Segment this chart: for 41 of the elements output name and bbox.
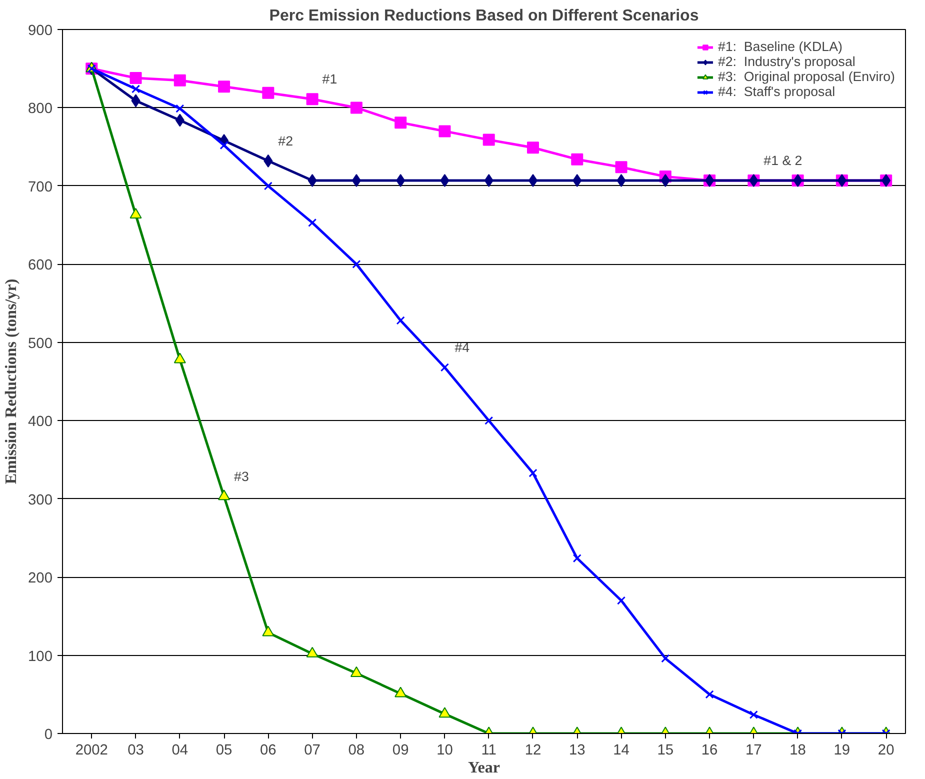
x-tick-label: 17 — [746, 742, 762, 758]
y-tick-label: 0 — [44, 727, 53, 743]
x-tick-label: 12 — [524, 742, 542, 758]
y-tick-label: 900 — [28, 23, 53, 39]
x-axis-title: Year — [468, 760, 500, 776]
x-tick-label: 15 — [657, 742, 674, 758]
x-tick-label: 10 — [436, 742, 453, 758]
x-tick-label: 20 — [878, 742, 894, 758]
x-tick-label: 11 — [481, 742, 496, 758]
x-tick-label: 2002 — [75, 742, 108, 758]
annotation: #4 — [454, 340, 470, 355]
y-tick-label: 300 — [28, 492, 53, 508]
annotation: #1 & 2 — [764, 152, 802, 168]
legend-label: #2: Industry's proposal — [718, 54, 856, 69]
chart-title: Perc Emission Reductions Based on Different Scenarios — [269, 8, 699, 24]
x-tick-label: 06 — [260, 742, 276, 758]
y-tick-label: 600 — [28, 258, 53, 274]
x-tick-label: 08 — [348, 742, 365, 758]
x-tick-label: 05 — [216, 742, 232, 758]
y-tick-label: 100 — [28, 648, 53, 665]
x-tick-label: 04 — [172, 742, 188, 758]
x-tick-label: 09 — [392, 742, 409, 758]
y-tick-label: 800 — [28, 101, 53, 118]
x-tick-label: 13 — [568, 742, 586, 758]
x-tick-label: 14 — [613, 742, 630, 758]
y-tick-label: 400 — [28, 414, 53, 430]
y-tick-label: 500 — [28, 336, 53, 352]
y-tick-label: 200 — [28, 570, 53, 587]
annotation: #1 — [322, 72, 338, 87]
annotation: #2 — [278, 133, 293, 148]
x-tick-label: 19 — [834, 742, 850, 758]
x-tick-label: 16 — [701, 742, 718, 758]
x-tick-label: 18 — [790, 742, 806, 758]
y-tick-label: 700 — [28, 179, 53, 196]
y-axis-title: Emission Reductions (tons/yr) — [3, 278, 20, 484]
x-tick-label: 03 — [128, 742, 144, 758]
legend-label: #1: Baseline (KDLA) — [718, 39, 842, 54]
annotation: #3 — [234, 468, 249, 484]
x-tick-label: 07 — [304, 742, 320, 758]
legend-label: #3: Original proposal (Enviro) — [718, 69, 895, 84]
legend-label: #4: Staff's proposal — [718, 84, 836, 99]
